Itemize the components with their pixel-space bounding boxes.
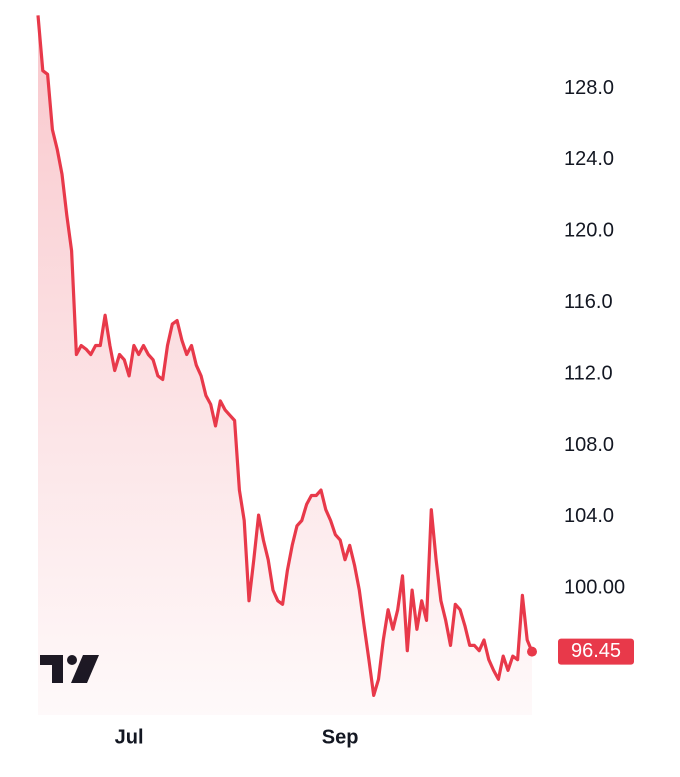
y-tick-label: 104.0	[564, 505, 614, 527]
y-tick-label: 128.0	[564, 77, 614, 99]
price-label-box	[558, 638, 634, 665]
y-tick-label: 100.00	[564, 577, 625, 599]
y-tick-label: 120.0	[564, 220, 614, 242]
y-tick-label: 112.0	[564, 362, 613, 384]
last-point	[527, 646, 537, 657]
y-tick-label: 108.0	[564, 434, 614, 456]
y-tick-label: 116.0	[564, 291, 613, 313]
y-tick-label: 124.0	[564, 148, 614, 170]
price-line	[36, 15, 534, 697]
price-label: 96.45	[571, 640, 621, 662]
x-tick-label: Jul	[115, 726, 144, 748]
x-tick-label: Sep	[322, 726, 359, 748]
area-fill	[38, 15, 532, 715]
